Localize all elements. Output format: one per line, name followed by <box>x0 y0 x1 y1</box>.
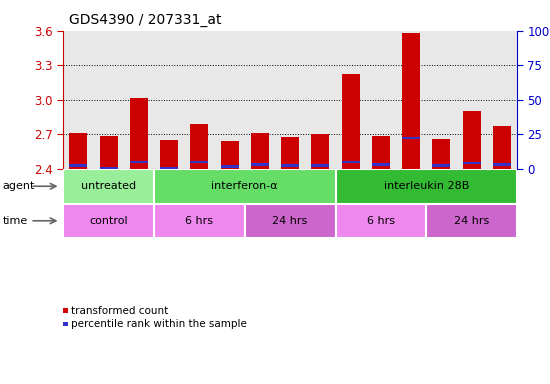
Bar <box>336 169 517 204</box>
Bar <box>342 161 360 163</box>
Bar <box>154 169 336 204</box>
Bar <box>311 134 329 169</box>
Text: control: control <box>89 216 128 226</box>
Text: time: time <box>3 216 28 226</box>
Bar <box>311 164 329 167</box>
Bar <box>221 166 239 168</box>
Bar <box>245 204 336 238</box>
Bar <box>281 164 299 167</box>
Bar <box>463 162 481 164</box>
Bar <box>402 137 420 139</box>
Bar <box>336 204 426 238</box>
Text: GDS4390 / 207331_at: GDS4390 / 207331_at <box>69 13 221 27</box>
Bar <box>100 136 118 169</box>
Bar <box>69 164 87 167</box>
Text: 6 hrs: 6 hrs <box>185 216 213 226</box>
Bar <box>63 204 154 238</box>
Bar <box>69 133 87 169</box>
Bar <box>160 140 178 169</box>
Bar <box>463 111 481 169</box>
Text: 6 hrs: 6 hrs <box>367 216 395 226</box>
Bar <box>221 141 239 169</box>
Bar <box>251 133 269 169</box>
Text: transformed count: transformed count <box>70 306 168 316</box>
Text: untreated: untreated <box>81 181 136 191</box>
Bar <box>251 163 269 166</box>
Bar <box>160 167 178 169</box>
Text: interleukin 28B: interleukin 28B <box>383 181 469 191</box>
Bar <box>402 33 420 169</box>
Bar <box>281 137 299 169</box>
Text: 24 hrs: 24 hrs <box>454 216 490 226</box>
Bar <box>432 139 450 169</box>
Bar <box>342 74 360 169</box>
Bar <box>154 204 245 238</box>
Bar <box>372 163 390 166</box>
Bar <box>63 169 154 204</box>
Text: interferon-α: interferon-α <box>211 181 278 191</box>
Bar <box>130 161 148 163</box>
Bar <box>190 161 208 163</box>
Text: percentile rank within the sample: percentile rank within the sample <box>70 319 246 329</box>
Bar <box>100 167 118 169</box>
Bar <box>426 204 517 238</box>
Bar <box>432 164 450 167</box>
Text: 24 hrs: 24 hrs <box>272 216 308 226</box>
Bar <box>130 98 148 169</box>
Text: agent: agent <box>3 181 35 191</box>
Bar <box>493 163 511 166</box>
Bar <box>190 124 208 169</box>
Bar <box>493 126 511 169</box>
Bar <box>372 136 390 169</box>
